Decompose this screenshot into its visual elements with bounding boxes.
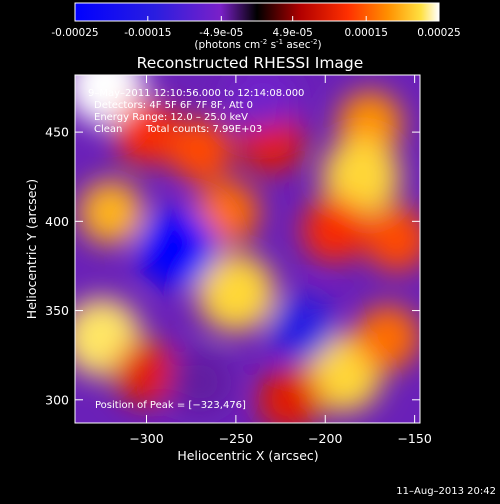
- x-tick-label: −250: [219, 431, 253, 446]
- heat-blob-2: [167, 117, 233, 183]
- heat-blob-10: [364, 207, 420, 272]
- colorbar-tick-label: -0.00015: [124, 27, 171, 39]
- colorbar-ticks: -0.00025 -0.00015 -4.9e-05 4.9e-05 0.00015 0.…: [51, 16, 461, 39]
- x-tick-label: −150: [397, 431, 431, 446]
- heat-blob-15: [257, 367, 322, 423]
- heat-blob-9: [302, 198, 367, 263]
- annotation-detectors: Detectors: 4F 5F 6F 7F 8F, Att 0: [94, 100, 253, 111]
- colorbar-tick-label: 0.00015: [344, 27, 387, 39]
- colorbar-tick-label: 0.00025: [417, 27, 460, 39]
- colorbar-tick-label: -0.00025: [51, 27, 98, 39]
- heatmap-layer: [75, 75, 420, 423]
- axis-ticks: −300 −250 −200 −150 300 350 400 450: [45, 75, 432, 446]
- y-tick-label: 450: [45, 125, 69, 140]
- colorbar-units: (photons cm-2 s-1 asec-2): [194, 38, 321, 51]
- colorbar-tick-label: -4.9e-05: [199, 27, 243, 39]
- chart-title: Reconstructed RHESSI Image: [137, 54, 364, 72]
- annotation-clean: Clean: [94, 124, 122, 135]
- annotation-counts: Total counts: 7.99E+03: [145, 124, 262, 135]
- heat-blob-5: [321, 137, 401, 217]
- heat-blob-14: [355, 305, 420, 370]
- heat-blob-18: [230, 75, 295, 129]
- footer-date: 11–Aug–2013 20:42: [396, 486, 496, 497]
- colorbar-tick-label: 4.9e-05: [273, 27, 313, 39]
- heat-blob-19: [167, 349, 233, 415]
- y-axis-label: Heliocentric Y (arcsec): [24, 179, 39, 319]
- heat-blob-1: [114, 99, 179, 165]
- colorbar-gradient: [74, 2, 440, 22]
- x-tick-label: −300: [129, 431, 163, 446]
- plot-frame: [74, 74, 421, 424]
- colorbar: -0.00025 -0.00015 -4.9e-05 4.9e-05 0.00015 0.…: [51, 2, 461, 51]
- plot-area: −300 −250 −200 −150 300 350 400 450 9–May–2011 …: [45, 74, 432, 446]
- heat-blob-16: [137, 208, 217, 288]
- heat-blob-12: [114, 340, 179, 406]
- annotation-time: 9–May–2011 12:10:56.000 to 12:14:08.000: [88, 88, 304, 99]
- annotation-energy: Energy Range: 12.0 – 25.0 keV: [94, 112, 248, 123]
- y-tick-label: 400: [45, 214, 69, 229]
- x-tick-label: −200: [308, 431, 342, 446]
- heat-blob-6: [78, 180, 143, 245]
- heat-blob-17: [269, 296, 335, 361]
- y-tick-label: 350: [45, 303, 69, 318]
- y-tick-label: 300: [45, 392, 69, 407]
- x-axis-label: Heliocentric X (arcsec): [177, 448, 318, 463]
- annotation-peak: Position of Peak = [−323,476]: [95, 400, 246, 411]
- heat-blob-8: [196, 253, 276, 333]
